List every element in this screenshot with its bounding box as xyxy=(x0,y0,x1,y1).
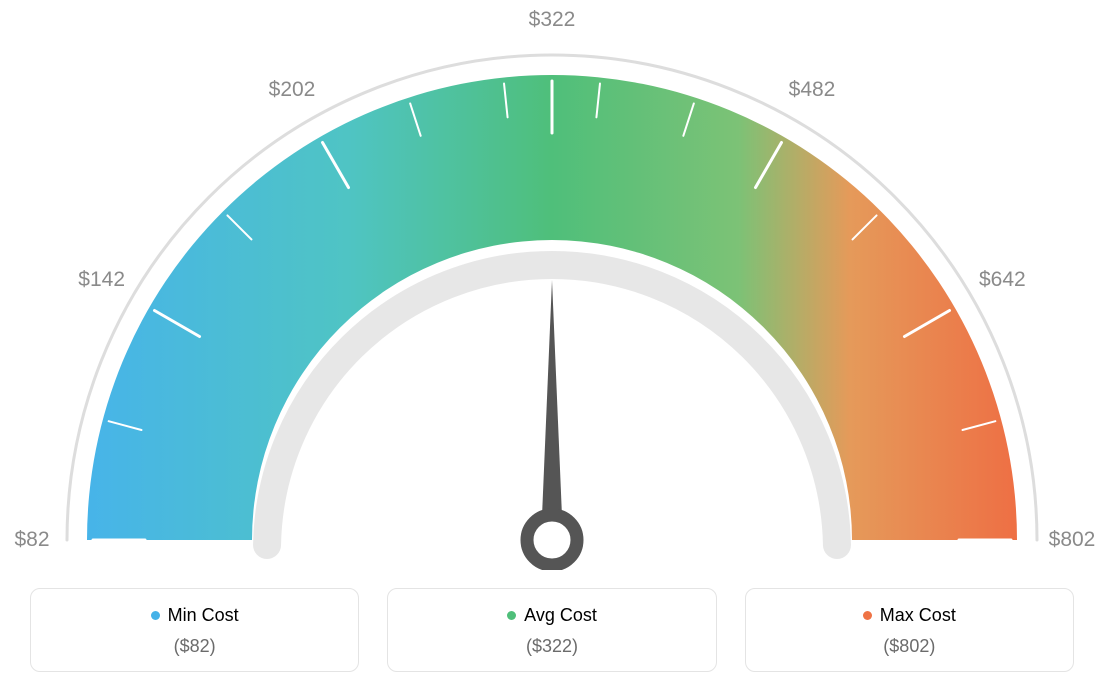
legend-dot-max xyxy=(863,611,872,620)
legend-value-min: ($82) xyxy=(41,636,348,657)
legend-value-max: ($802) xyxy=(756,636,1063,657)
gauge-tick-label: $802 xyxy=(1049,528,1096,552)
gauge-svg xyxy=(22,10,1082,570)
gauge-tick-label: $482 xyxy=(789,78,836,102)
legend-row: Min Cost ($82) Avg Cost ($322) Max Cost … xyxy=(0,588,1104,672)
gauge-chart: $82$142$202$322$482$642$802 xyxy=(22,10,1082,570)
gauge-tick-label: $142 xyxy=(78,268,125,292)
legend-card-max: Max Cost ($802) xyxy=(745,588,1074,672)
gauge-tick-label: $82 xyxy=(14,528,49,552)
legend-label-min: Min Cost xyxy=(168,605,239,626)
gauge-tick-label: $642 xyxy=(979,268,1026,292)
gauge-tick-label: $202 xyxy=(269,78,316,102)
legend-label-max: Max Cost xyxy=(880,605,956,626)
legend-value-avg: ($322) xyxy=(398,636,705,657)
legend-label-avg: Avg Cost xyxy=(524,605,597,626)
legend-card-avg: Avg Cost ($322) xyxy=(387,588,716,672)
gauge-tick-label: $322 xyxy=(529,8,576,32)
legend-dot-min xyxy=(151,611,160,620)
legend-title-max: Max Cost xyxy=(863,605,956,626)
legend-title-avg: Avg Cost xyxy=(507,605,597,626)
legend-card-min: Min Cost ($82) xyxy=(30,588,359,672)
legend-dot-avg xyxy=(507,611,516,620)
legend-title-min: Min Cost xyxy=(151,605,239,626)
